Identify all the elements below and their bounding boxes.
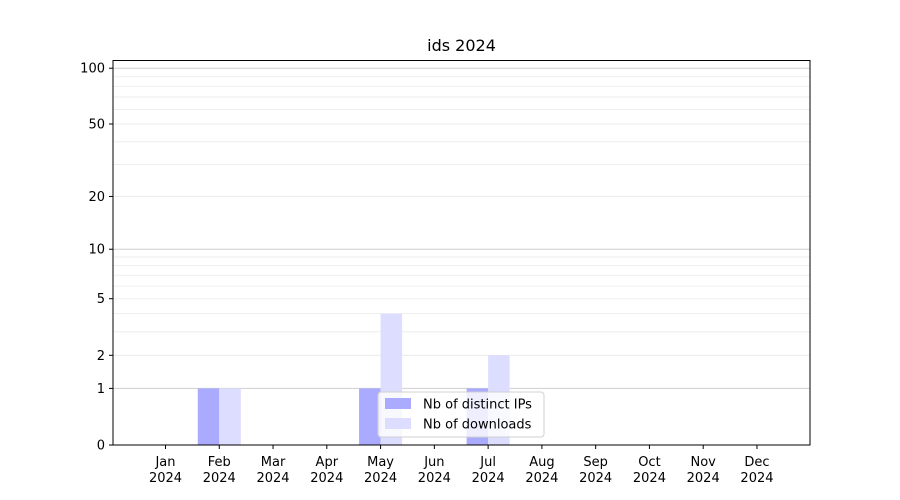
bar-distinct-ips <box>359 388 381 445</box>
y-tick-label: 100 <box>80 62 105 77</box>
x-axis: Jan 2024 Feb 2024 Mar 2024 Apr 2024 May 2024 Jun 20… <box>149 445 774 486</box>
x-tick-label: Jan 2024 <box>149 455 182 486</box>
x-tick-label: Apr 2024 <box>310 455 343 486</box>
x-tick-label: Oct 2024 <box>633 455 666 486</box>
y-tick-label: 0 <box>97 439 105 454</box>
x-tick-label: Nov 2024 <box>687 455 720 486</box>
y-tick-label: 1 <box>97 382 105 397</box>
chart-title: ids 2024 <box>427 36 496 55</box>
x-tick-label: Aug 2024 <box>525 455 558 486</box>
legend: Nb of distinct IPs Nb of downloads <box>377 391 545 438</box>
x-tick-label: Feb 2024 <box>203 455 236 486</box>
y-axis: 0 1 2 5 10 20 50 100 <box>80 62 113 454</box>
x-tick-label: Sep 2024 <box>579 455 612 486</box>
y-tick-label: 2 <box>97 349 105 364</box>
legend-label: Nb of downloads <box>423 418 532 433</box>
y-tick-label: 10 <box>88 243 105 258</box>
y-tick-label: 50 <box>88 117 105 132</box>
y-tick-label: 20 <box>88 190 105 205</box>
x-tick-label: Mar 2024 <box>256 455 289 486</box>
bar-downloads <box>219 388 241 445</box>
bar-distinct-ips <box>197 388 220 445</box>
legend-swatch <box>385 398 411 409</box>
legend-swatch <box>385 418 411 429</box>
y-tick-label: 5 <box>97 292 105 307</box>
x-tick-label: Jun 2024 <box>418 455 451 486</box>
x-tick-label: Jul 2024 <box>472 455 505 486</box>
x-tick-label: Dec 2024 <box>740 455 773 486</box>
plot-frame <box>112 60 811 446</box>
legend-box <box>377 391 545 438</box>
x-tick-label: May 2024 <box>364 455 397 486</box>
legend-label: Nb of distinct IPs <box>423 398 532 413</box>
grid-lines <box>113 67 810 389</box>
